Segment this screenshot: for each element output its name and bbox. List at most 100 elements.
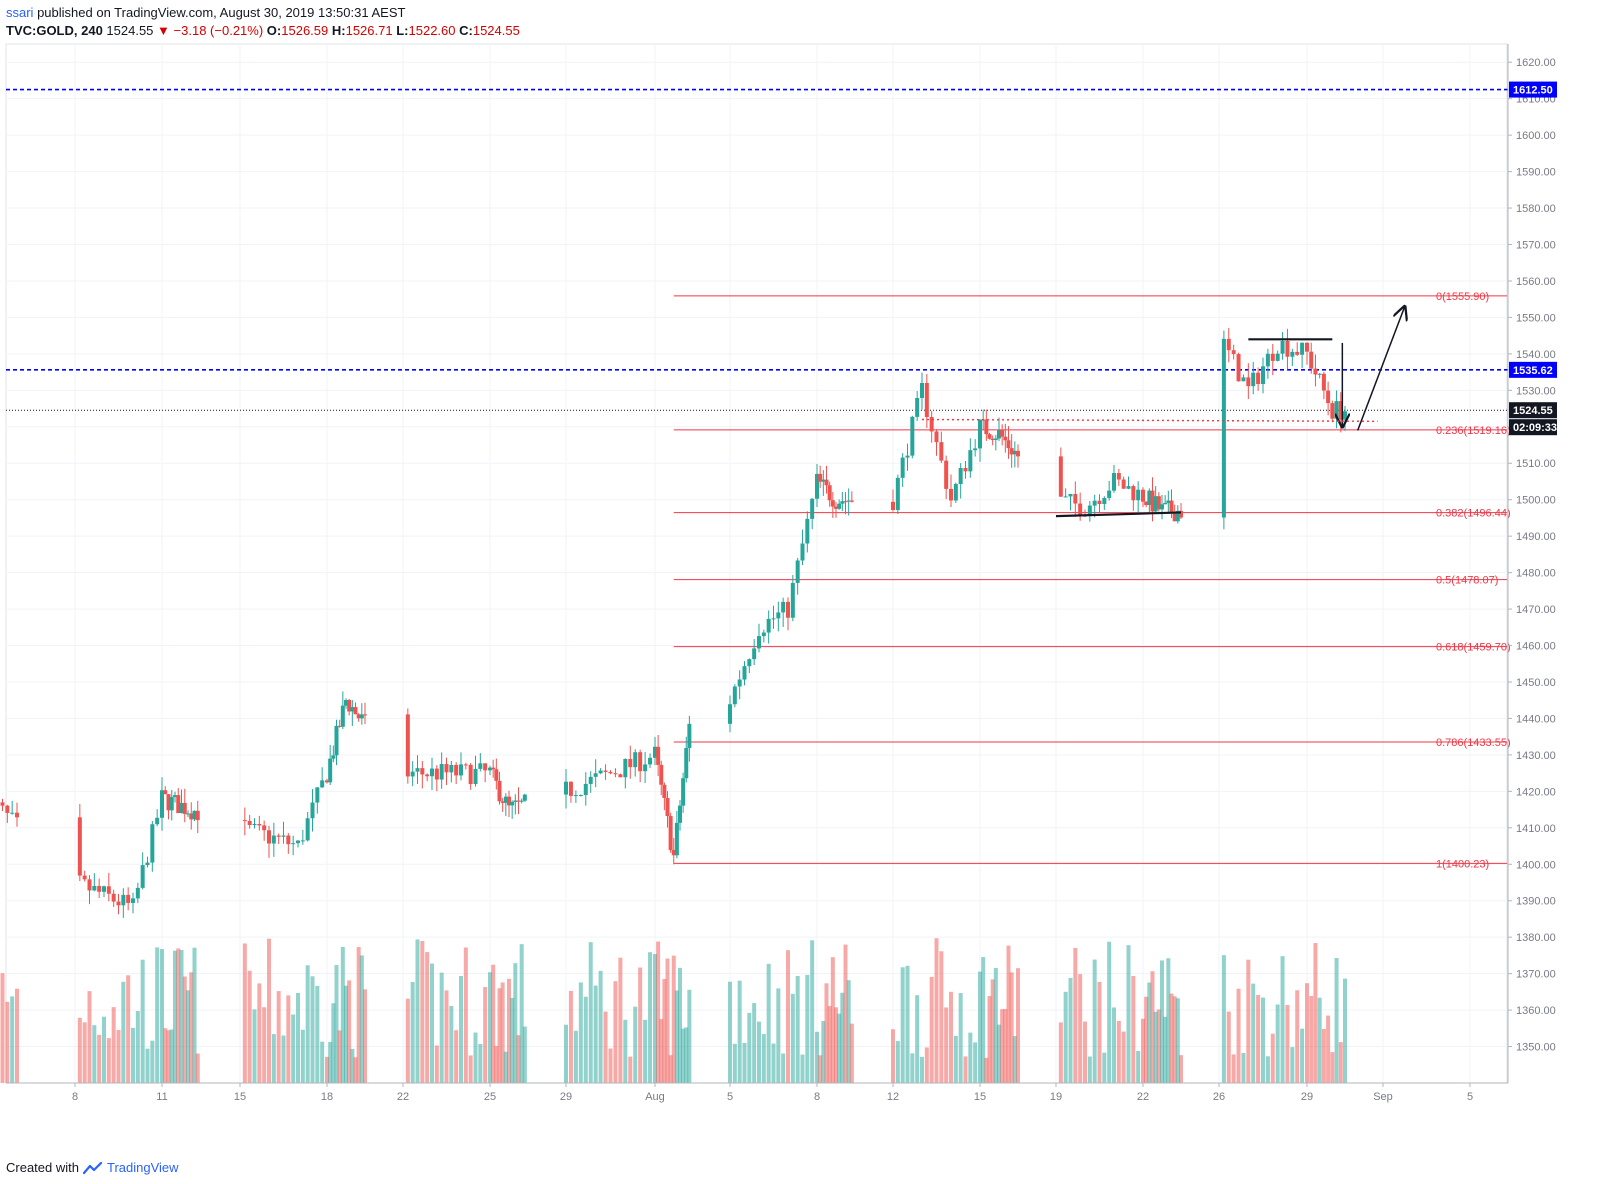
volume-bar — [315, 985, 320, 1083]
volume-bar — [179, 949, 184, 1083]
volume-bar — [987, 996, 992, 1083]
candle-body — [781, 601, 786, 613]
candle-body — [169, 797, 174, 811]
price-tick-label: 1470.00 — [1516, 604, 1556, 616]
candle-body — [583, 783, 588, 796]
volume-bar — [742, 1042, 747, 1083]
candle-body — [344, 700, 348, 706]
candle-body — [1172, 512, 1177, 522]
volume-bar — [603, 1011, 608, 1083]
symbol-label[interactable]: TVC:GOLD, 240 — [6, 23, 103, 38]
candle-body — [507, 796, 511, 806]
fib-level-label: 0.618(1459.70) — [1436, 642, 1511, 654]
candle-body — [573, 795, 578, 797]
candle-body — [1107, 490, 1112, 498]
fib-level-label: 0.5(1478.07) — [1436, 575, 1498, 587]
volume-bar — [1261, 997, 1265, 1083]
candle-body — [350, 707, 355, 712]
volume-bar — [837, 1013, 842, 1083]
volume-bar — [420, 940, 425, 1083]
volume-bar — [1169, 993, 1174, 1083]
volume-bar — [653, 953, 657, 1083]
price-tick-label: 1380.00 — [1516, 932, 1556, 944]
last-price-tag: 1524.55 — [1513, 405, 1553, 417]
publish-line: ssari published on TradingView.com, Augu… — [6, 4, 520, 22]
candle-body — [737, 679, 742, 687]
volume-bar — [271, 1034, 276, 1083]
tradingview-logo-icon — [82, 1161, 103, 1174]
candle-body — [150, 824, 155, 863]
candle-body — [10, 812, 15, 814]
candle-body — [186, 813, 190, 815]
candle-body — [483, 763, 488, 771]
volume-bar — [1156, 1009, 1161, 1083]
candle-body — [491, 767, 496, 770]
volume-bar — [106, 1038, 111, 1083]
volume-bar — [827, 1006, 832, 1083]
volume-bar — [973, 1042, 978, 1083]
candle-body — [891, 501, 895, 511]
volume-bar — [984, 1057, 989, 1083]
volume-bar — [1136, 1050, 1141, 1083]
volume-bar — [1313, 943, 1318, 1083]
candle-body — [638, 752, 643, 772]
candle-body — [331, 755, 336, 759]
price-tick-label: 1560.00 — [1516, 276, 1556, 288]
countdown-tag-bg — [1509, 419, 1557, 436]
volume-bar — [1058, 1022, 1063, 1083]
volume-bar — [1107, 941, 1112, 1083]
candle-body — [242, 820, 247, 822]
candle-body — [578, 795, 583, 797]
time-tick-label: 29 — [1301, 1091, 1313, 1103]
candle-body — [195, 810, 200, 821]
candle-body — [449, 764, 454, 773]
candle-body — [1112, 473, 1116, 491]
volume-bar — [805, 974, 810, 1083]
volume-bar — [1309, 995, 1314, 1083]
volume-bar — [15, 988, 19, 1083]
volume-bar — [363, 989, 367, 1083]
candle-body — [363, 714, 367, 716]
price-tick-label: 1430.00 — [1516, 750, 1556, 762]
volume-bar — [247, 970, 252, 1083]
time-tick-label: Sep — [1373, 1091, 1393, 1103]
candle-body — [315, 787, 320, 803]
candle-body — [291, 843, 296, 845]
tradingview-brand[interactable]: TradingView — [106, 1160, 179, 1175]
username[interactable]: ssari — [6, 5, 34, 20]
candle-body — [305, 818, 310, 841]
candle-body — [681, 778, 686, 806]
candle-body — [1131, 486, 1136, 501]
plot-frame — [5, 43, 1508, 1084]
volume-bar — [564, 1024, 568, 1083]
volume-bar — [944, 1007, 949, 1083]
time-tick-label: 15 — [974, 1091, 986, 1103]
candle-body — [668, 816, 673, 850]
volume-bar — [968, 1032, 973, 1083]
candle-body — [439, 764, 444, 780]
volume-bar — [281, 1035, 286, 1083]
candle-body — [1003, 436, 1008, 441]
candle-body — [800, 543, 805, 561]
volume-bar — [1006, 945, 1011, 1083]
volume-bar — [310, 976, 315, 1083]
candle-body — [608, 771, 613, 774]
volume-bar — [121, 981, 126, 1083]
candle-body — [82, 875, 87, 880]
volume-bar — [252, 1009, 257, 1083]
price-tick-label: 1370.00 — [1516, 969, 1556, 981]
volume-bar — [87, 991, 92, 1083]
high-value: 1526.71 — [345, 23, 393, 38]
volume-bar — [781, 1053, 786, 1083]
candle-body — [598, 770, 603, 774]
volume-bar — [800, 1054, 805, 1083]
candle-body — [997, 430, 1001, 439]
candle-body — [837, 503, 842, 509]
volume-bar — [665, 958, 670, 1083]
volume-bar — [786, 950, 790, 1083]
volume-bar — [1009, 972, 1014, 1083]
candle-body — [1300, 342, 1305, 355]
candle-body — [468, 764, 473, 785]
